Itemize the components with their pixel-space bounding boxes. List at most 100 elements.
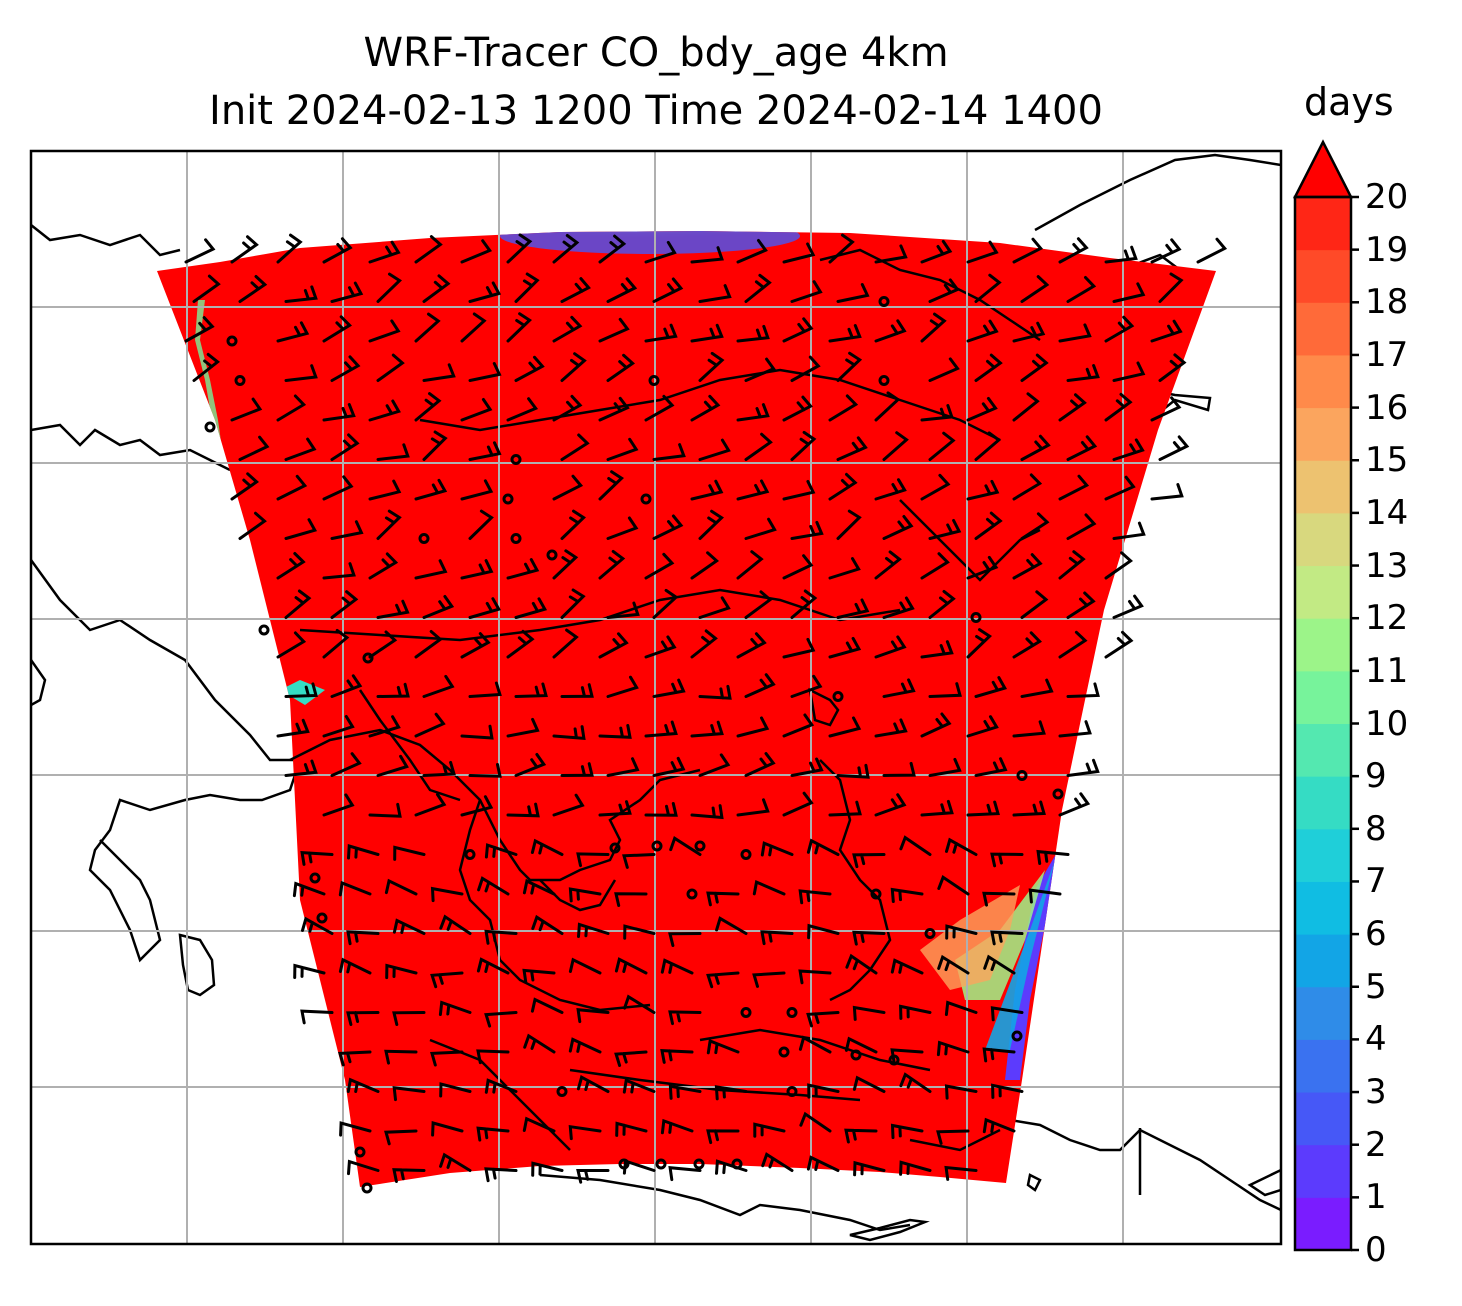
calm-wind-marker (226, 335, 238, 347)
colorbar-segment (1295, 986, 1351, 1040)
wind-barb (752, 971, 786, 988)
wind-barb (522, 1116, 556, 1133)
calm-wind-marker (354, 1146, 366, 1158)
wind-barb (966, 319, 999, 343)
wind-barb (414, 312, 441, 343)
wind-barb (920, 552, 950, 580)
wind-barb (276, 631, 307, 659)
colorbar-tick-label: 7 (1365, 861, 1387, 902)
wind-barb (644, 720, 678, 738)
wind-barb (644, 552, 675, 580)
colorbar (1292, 139, 1359, 1252)
wind-barb (790, 674, 823, 698)
wind-barb (514, 355, 545, 382)
wind-barb (874, 550, 902, 580)
wind-barb (790, 280, 823, 303)
wind-barb (368, 552, 399, 580)
wind-barb (422, 274, 451, 303)
india-coastline (31, 559, 302, 963)
wind-barb (322, 793, 355, 817)
wind-barb (598, 549, 626, 580)
wind-barb (744, 517, 777, 540)
wind-barb (852, 1005, 886, 1021)
wind-barb (514, 272, 540, 303)
colorbar-extend-arrow (1292, 139, 1354, 199)
wind-barb (598, 234, 627, 264)
wind-barb (322, 475, 354, 501)
wind-barb (790, 589, 818, 619)
wind-barb (874, 635, 907, 659)
wind-barb (736, 632, 767, 659)
colorbar-tick-label: 15 (1365, 440, 1409, 481)
wind-barb (468, 362, 502, 382)
wind-barb (753, 1122, 786, 1138)
wind-barb (598, 800, 632, 817)
wind-barb (330, 433, 360, 461)
wind-barb (552, 725, 586, 741)
calm-wind-marker (234, 375, 246, 386)
wind-barb (284, 518, 318, 540)
wind-barb (983, 954, 1016, 975)
wind-barb (368, 240, 401, 264)
wind-barb (338, 957, 372, 975)
wind-barb (1020, 512, 1050, 540)
wind-barb (899, 1072, 932, 1093)
map-title-line1: WRF-Tracer CO_bdy_age 4km (363, 30, 949, 76)
wind-barb (576, 852, 610, 868)
wind-barb (301, 916, 334, 935)
wind-barb (828, 394, 859, 422)
wind-barb (698, 596, 731, 619)
calm-wind-marker (1011, 1030, 1023, 1042)
wind-barb (852, 930, 886, 946)
wind-barb (790, 355, 821, 382)
wind-barb (882, 515, 914, 540)
wind-barb (928, 431, 956, 461)
wind-barb (330, 281, 364, 303)
wind-barb (276, 394, 307, 422)
calm-wind-marker (878, 296, 890, 307)
wind-barb (468, 597, 502, 619)
wind-barb (974, 353, 1003, 382)
wind-barb (1028, 888, 1062, 904)
wind-barb (744, 273, 772, 303)
colorbar-tick-label: 1 (1365, 1177, 1387, 1218)
wind-barb (192, 274, 221, 303)
wind-barb (652, 514, 684, 540)
wind-barb (368, 319, 401, 343)
colorbar-tick-label: 0 (1365, 1230, 1387, 1270)
wind-barbs-layer (184, 233, 1228, 1194)
colorbar-tick-label: 4 (1365, 1019, 1387, 1060)
indonesia-south-coast (539, 1173, 911, 1232)
colorbar-segment (1295, 407, 1351, 461)
colorbar-segment (1295, 249, 1351, 303)
wind-barb (706, 971, 740, 989)
wind-barb (944, 1165, 978, 1181)
wind-barb (392, 918, 426, 935)
small-island (1026, 1173, 1042, 1192)
calm-wind-marker (361, 1182, 373, 1194)
wind-barb (414, 793, 447, 817)
calm-wind-marker (786, 1007, 798, 1018)
wind-barb (422, 430, 448, 461)
wind-barb (966, 715, 999, 738)
calm-wind-marker (832, 691, 844, 702)
wind-barb (376, 682, 410, 698)
colorbar-tick-label: 13 (1365, 545, 1409, 586)
wind-barb (1020, 275, 1050, 303)
wind-barb (890, 958, 924, 975)
wind-barb (1150, 319, 1183, 343)
wind-barb (1058, 474, 1090, 501)
wind-barb (576, 1074, 610, 1093)
wind-barb (828, 636, 862, 659)
wind-barb (668, 1010, 702, 1026)
wind-barb (506, 312, 533, 343)
wind-barb (836, 509, 862, 540)
wind-barb (614, 1050, 648, 1067)
colorbar-tick-label: 8 (1365, 808, 1387, 849)
east-gradient-band (1005, 830, 1070, 1080)
wind-barb (552, 394, 583, 422)
wind-barb (392, 1011, 426, 1026)
wind-barb (974, 273, 1002, 303)
wind-barb (514, 753, 547, 777)
sri-lanka-coastline (178, 933, 216, 997)
